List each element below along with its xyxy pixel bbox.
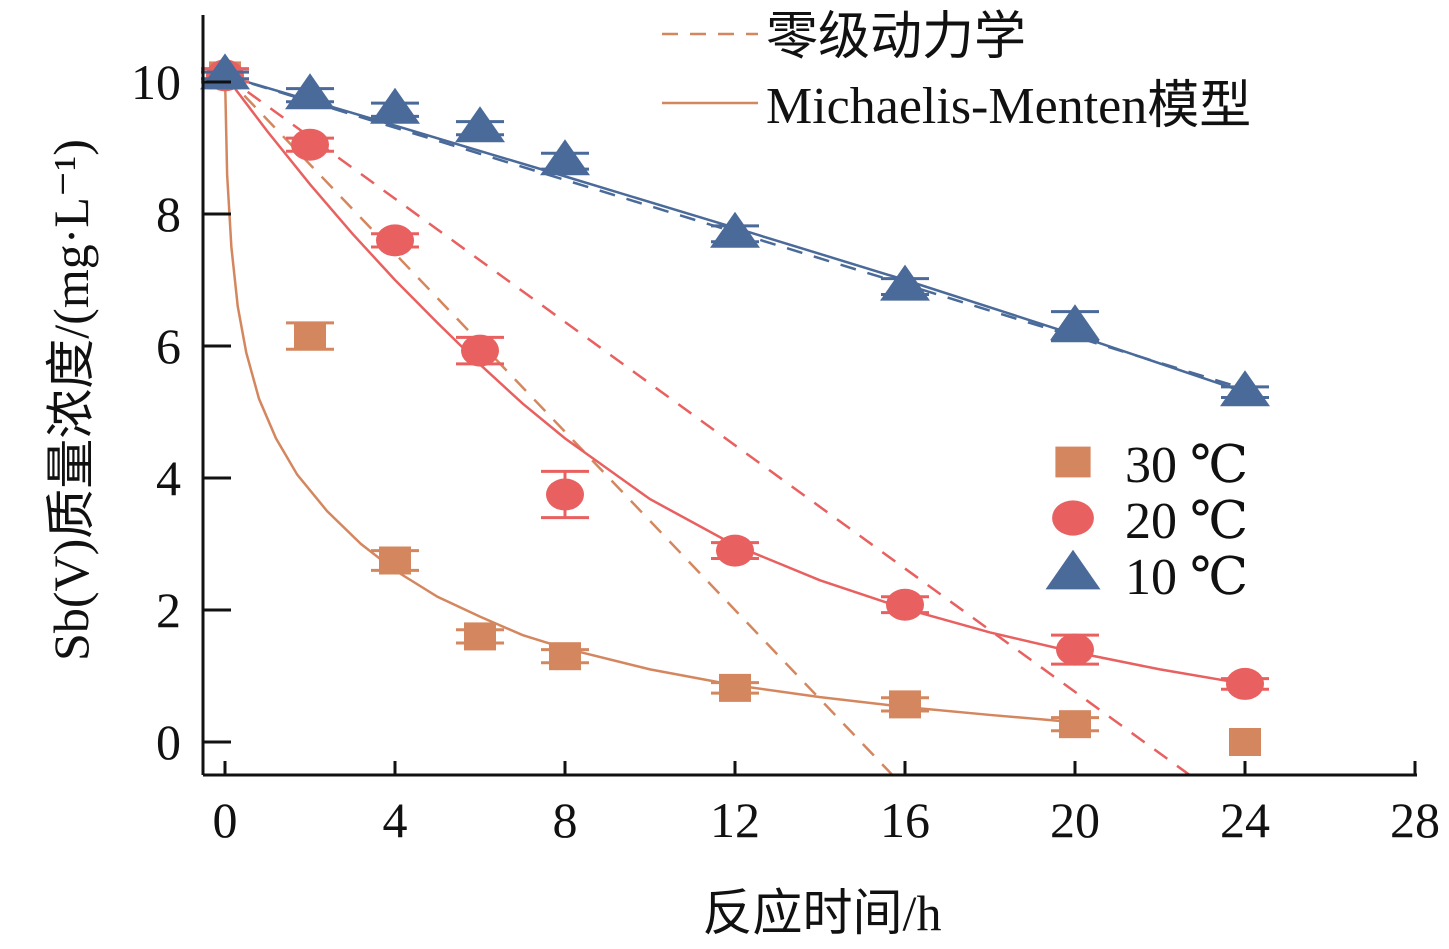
legend-label: Michaelis-Menten模型 <box>766 78 1251 135</box>
data-point-triangle <box>880 264 930 301</box>
data-point-square <box>549 642 581 671</box>
data-point-square <box>1229 728 1261 756</box>
data-point-square <box>1059 710 1091 739</box>
data-point-circle <box>546 478 584 511</box>
zero-order-line-0 <box>224 74 894 775</box>
legend-series-label: 10 ℃ <box>1125 549 1248 606</box>
data-point-circle <box>291 128 329 161</box>
legend-series-label: 20 ℃ <box>1125 493 1248 550</box>
data-point-triangle <box>370 87 420 124</box>
y-tick-label: 2 <box>156 582 181 638</box>
data-point-triangle <box>710 211 760 248</box>
legend-marker-circle <box>1052 500 1094 536</box>
y-axis-label: Sb(V)质量浓度/(mg·L⁻¹) <box>43 139 99 661</box>
mm-curve-1 <box>224 74 1246 686</box>
legend-series-label: 30 ℃ <box>1125 437 1248 494</box>
y-tick-label: 8 <box>156 186 181 242</box>
x-tick-label: 20 <box>1050 792 1100 848</box>
x-tick-label: 24 <box>1220 792 1270 848</box>
data-point-circle <box>1056 633 1094 666</box>
data-point-triangle <box>200 53 250 90</box>
data-point-triangle <box>285 73 335 110</box>
data-point-square <box>379 546 411 575</box>
data-point-triangle <box>455 106 505 143</box>
x-tick-label: 16 <box>880 792 930 848</box>
data-point-triangle <box>540 139 590 176</box>
data-point-circle <box>1226 667 1264 700</box>
zero-order-line-1 <box>224 74 1191 775</box>
x-tick-label: 8 <box>553 792 578 848</box>
mm-curve-0 <box>223 75 1076 724</box>
legend-marker-triangle <box>1045 549 1101 590</box>
legend-marker-square <box>1055 446 1091 478</box>
data-point-triangle <box>1220 370 1270 407</box>
x-tick-label: 0 <box>213 792 238 848</box>
data-point-circle <box>716 534 754 567</box>
x-tick-label: 28 <box>1390 792 1440 848</box>
data-point-triangle <box>1050 304 1100 341</box>
x-axis-label: 反应时间/h <box>703 885 942 941</box>
data-point-circle <box>886 588 924 621</box>
legend: 零级动力学 Michaelis-Menten模型 30 ℃20 ℃10 ℃ <box>662 9 1251 606</box>
y-tick-label: 0 <box>156 714 181 770</box>
x-tick-label: 12 <box>710 792 760 848</box>
data-point-circle <box>376 224 414 257</box>
y-tick-label: 4 <box>156 450 181 506</box>
plot-markers <box>200 53 1270 756</box>
plot-lines <box>223 74 1246 775</box>
data-point-square <box>464 622 496 651</box>
x-tick-label: 4 <box>383 792 408 848</box>
legend-label: 零级动力学 <box>766 9 1026 66</box>
y-tick-label: 10 <box>131 54 181 110</box>
data-point-circle <box>461 334 499 367</box>
y-tick-label: 6 <box>156 318 181 374</box>
data-point-square <box>889 690 921 719</box>
data-point-square <box>719 673 751 702</box>
data-point-square <box>294 322 326 351</box>
